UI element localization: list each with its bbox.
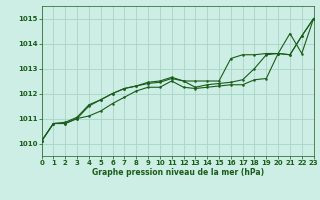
X-axis label: Graphe pression niveau de la mer (hPa): Graphe pression niveau de la mer (hPa) [92, 168, 264, 177]
